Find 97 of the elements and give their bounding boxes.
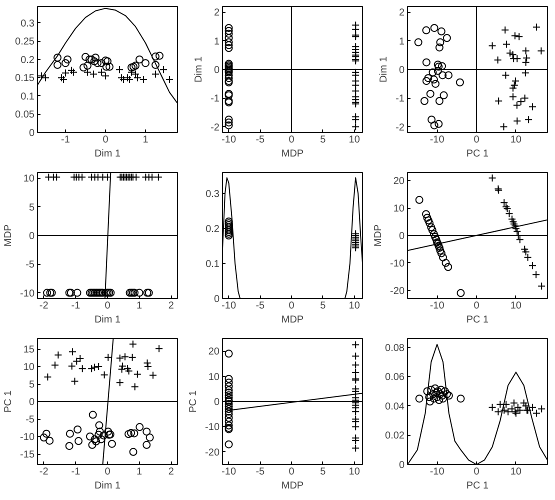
x-tick-label: 5 bbox=[320, 134, 326, 146]
x-axis-title: MDP bbox=[281, 148, 304, 160]
y-tick-label: 2 bbox=[398, 8, 405, 19]
y-tick-label: -20 bbox=[390, 286, 405, 297]
y-tick-label: 5 bbox=[28, 202, 35, 214]
x-tick-label: 0 bbox=[104, 466, 111, 478]
x-axis-title: PC 1 bbox=[466, 148, 490, 160]
y-tick-label: -1 bbox=[396, 94, 405, 105]
x-tick-label: 0 bbox=[474, 300, 480, 312]
x-tick-label: -5 bbox=[256, 300, 266, 312]
y-tick-label: 20 bbox=[208, 346, 220, 358]
x-tick-label: -5 bbox=[256, 466, 266, 478]
y-tick-label: 0 bbox=[398, 231, 405, 242]
x-axis-title: Dim 1 bbox=[94, 148, 121, 160]
y-tick-label: -15 bbox=[20, 450, 35, 460]
x-tick-label: 2 bbox=[168, 466, 174, 478]
y-tick-label: 0.08 bbox=[385, 342, 405, 354]
x-tick-label: 10 bbox=[510, 300, 522, 312]
y-tick-label: -10 bbox=[20, 432, 35, 443]
y-axis-title: Dim 1 bbox=[378, 56, 390, 83]
x-tick-label: -10 bbox=[222, 134, 236, 146]
x-tick-label: 0 bbox=[104, 300, 111, 312]
x-tick-label: -1 bbox=[71, 300, 81, 312]
y-axis-title: PC 1 bbox=[3, 390, 14, 413]
y-tick-label: 15 bbox=[23, 344, 35, 356]
y-tick-label: 0.1 bbox=[206, 259, 220, 270]
y-tick-label: 0 bbox=[214, 397, 220, 408]
x-tick-label: -10 bbox=[430, 466, 445, 478]
x-tick-label: -10 bbox=[222, 466, 236, 478]
x-tick-label: -10 bbox=[222, 300, 236, 312]
x-axis-title: PC 1 bbox=[466, 314, 490, 326]
y-tick-label: 0 bbox=[214, 65, 220, 76]
x-tick-label: 1 bbox=[142, 134, 149, 146]
y-tick-label: 1 bbox=[398, 36, 405, 48]
y-tick-label: 0.04 bbox=[385, 401, 405, 412]
y-axis-title: MDP bbox=[3, 224, 14, 247]
x-tick-label: -2 bbox=[39, 300, 49, 312]
x-tick-label: 5 bbox=[320, 466, 326, 478]
y-tick-label: 20 bbox=[393, 176, 405, 188]
y-tick-label: 5 bbox=[28, 380, 35, 390]
x-tick-label: 0 bbox=[474, 466, 480, 478]
y-tick-label: -1 bbox=[210, 94, 220, 105]
x-tick-label: 10 bbox=[348, 300, 360, 312]
x-tick-label: 10 bbox=[348, 466, 360, 478]
x-tick-label: 2 bbox=[168, 300, 174, 312]
x-tick-label: 0 bbox=[102, 134, 109, 146]
x-tick-label: 0 bbox=[288, 300, 295, 312]
y-tick-label: -10 bbox=[205, 422, 220, 434]
y-tick-label: -10 bbox=[390, 258, 405, 270]
x-tick-label: -2 bbox=[39, 466, 49, 478]
y-tick-label: 0 bbox=[28, 231, 35, 242]
y-tick-label: -10 bbox=[20, 288, 35, 300]
y-tick-label: 1 bbox=[214, 36, 220, 48]
x-tick-label: -1 bbox=[61, 134, 70, 146]
y-tick-label: 0.06 bbox=[385, 372, 405, 384]
y-tick-label: 0.1 bbox=[20, 91, 35, 102]
y-tick-label: 0.3 bbox=[206, 189, 220, 200]
y-tick-label: -2 bbox=[210, 122, 220, 134]
y-tick-label: 0.3 bbox=[20, 18, 35, 30]
y-axis-title: PC 1 bbox=[188, 390, 200, 413]
x-tick-label: 0 bbox=[288, 466, 295, 478]
y-tick-label: -5 bbox=[26, 260, 35, 271]
y-tick-label: 10 bbox=[208, 372, 220, 383]
y-tick-label: 0.2 bbox=[206, 224, 220, 235]
x-tick-label: 10 bbox=[510, 466, 522, 478]
x-tick-label: -5 bbox=[256, 134, 266, 146]
x-tick-label: -10 bbox=[430, 300, 445, 312]
x-axis-title: MDP bbox=[281, 480, 304, 492]
x-tick-label: 10 bbox=[510, 134, 522, 146]
y-tick-label: 0.15 bbox=[15, 73, 35, 84]
x-tick-label: 10 bbox=[348, 134, 360, 146]
x-tick-label: 1 bbox=[136, 466, 143, 478]
x-tick-label: 1 bbox=[136, 300, 143, 312]
y-tick-label: -20 bbox=[205, 447, 220, 458]
x-tick-label: -1 bbox=[71, 466, 81, 478]
y-tick-label: 10 bbox=[393, 204, 405, 215]
y-tick-label: 10 bbox=[23, 174, 35, 185]
x-tick-label: 5 bbox=[320, 300, 326, 312]
x-tick-label: 0 bbox=[288, 134, 295, 146]
y-tick-label: 0.2 bbox=[20, 54, 35, 66]
y-tick-label: -2 bbox=[396, 122, 405, 134]
y-tick-label: 2 bbox=[214, 8, 220, 19]
x-tick-label: 0 bbox=[474, 134, 480, 146]
y-tick-label: 0.25 bbox=[15, 36, 35, 48]
y-tick-label: 10 bbox=[23, 362, 35, 373]
y-tick-label: 0 bbox=[28, 397, 35, 408]
y-axis-title: Dim 1 bbox=[194, 56, 205, 83]
y-axis-title: MDP bbox=[373, 224, 384, 247]
x-tick-label: -10 bbox=[430, 134, 445, 146]
y-tick-label: 0 bbox=[398, 65, 405, 76]
x-axis-title: PC 1 bbox=[466, 480, 490, 492]
x-axis-title: Dim 1 bbox=[94, 480, 121, 492]
x-axis-title: Dim 1 bbox=[94, 314, 121, 326]
x-axis-title: MDP bbox=[281, 314, 304, 326]
y-tick-label: -5 bbox=[26, 414, 35, 426]
y-tick-label: 0.02 bbox=[385, 430, 405, 442]
y-tick-label: 0.05 bbox=[15, 110, 35, 121]
